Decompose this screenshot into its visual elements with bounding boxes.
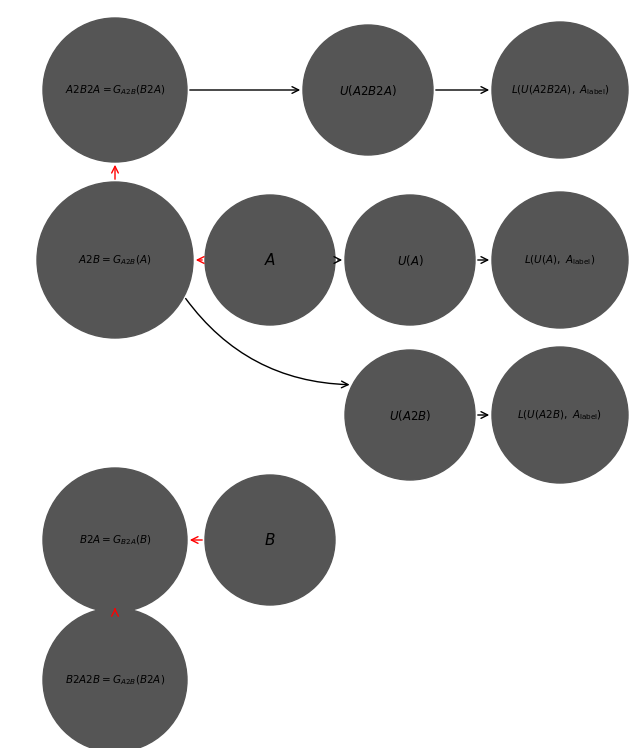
Text: $L(U(A),\ A_{\mathrm{label}})$: $L(U(A),\ A_{\mathrm{label}})$ [524,254,596,267]
Circle shape [205,475,335,605]
Circle shape [43,18,187,162]
Text: $L(U(A2B2A),\ A_{\mathrm{label}})$: $L(U(A2B2A),\ A_{\mathrm{label}})$ [511,83,609,96]
Text: $U(A)$: $U(A)$ [397,253,424,268]
Circle shape [303,25,433,155]
Text: $B$: $B$ [264,532,276,548]
Circle shape [492,192,628,328]
Circle shape [43,468,187,612]
Text: $A2B = G_{A2B}(A)$: $A2B = G_{A2B}(A)$ [78,254,152,267]
FancyArrowPatch shape [186,298,348,387]
Circle shape [492,347,628,483]
Circle shape [345,350,475,480]
Text: $B2A2B = G_{A2B}(B2A)$: $B2A2B = G_{A2B}(B2A)$ [65,673,165,687]
Circle shape [345,195,475,325]
Text: $B2A = G_{B2A}(B)$: $B2A = G_{B2A}(B)$ [79,533,152,547]
Text: $A2B2A = G_{A2B}(B2A)$: $A2B2A = G_{A2B}(B2A)$ [65,83,165,96]
Circle shape [205,195,335,325]
Text: $A$: $A$ [264,252,276,268]
Circle shape [492,22,628,158]
Text: $U(A2B2A)$: $U(A2B2A)$ [339,82,397,97]
Circle shape [37,182,193,338]
Circle shape [43,608,187,748]
Text: $U(A2B)$: $U(A2B)$ [389,408,431,423]
Text: $L(U(A2B),\ A_{\mathrm{label}})$: $L(U(A2B),\ A_{\mathrm{label}})$ [518,408,602,422]
